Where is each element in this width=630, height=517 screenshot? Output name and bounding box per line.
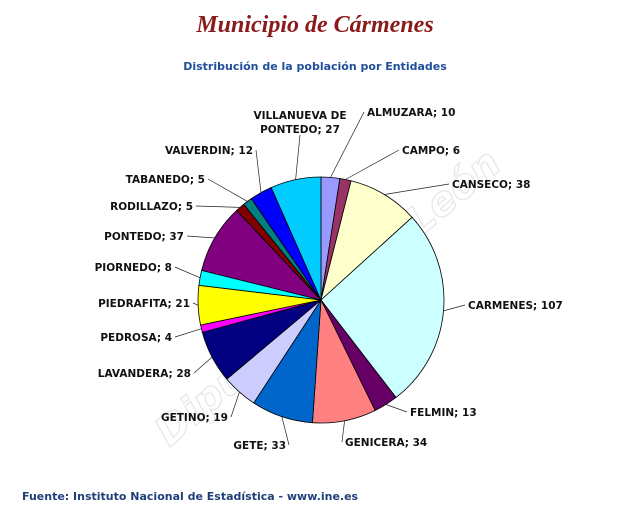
slice-label: FELMIN; 13 xyxy=(410,407,477,419)
leader-line xyxy=(255,149,262,193)
page-title: Municipio de Cármenes xyxy=(196,12,434,38)
leader-line xyxy=(195,205,241,208)
leader-line xyxy=(281,416,290,446)
slice-label: PONTEDO; 37 xyxy=(104,231,184,243)
leader-line xyxy=(186,235,215,239)
slice-label: RODILLAZO; 5 xyxy=(110,201,193,213)
slice-label: CAMPO; 6 xyxy=(402,145,460,157)
leader-line xyxy=(193,356,213,374)
source-footer: Fuente: Instituto Nacional de Estadístic… xyxy=(22,490,359,503)
leader-line xyxy=(174,266,201,279)
slice-label: CANSECO; 38 xyxy=(452,179,530,191)
slice-label: GETINO; 19 xyxy=(161,412,228,424)
leader-line xyxy=(341,420,345,443)
leader-line xyxy=(230,391,240,418)
slice-label: CARMENES; 107 xyxy=(468,300,563,312)
slice-label: PIEDRAFITA; 21 xyxy=(98,298,190,310)
slice-label: ALMUZARA; 10 xyxy=(367,107,455,119)
leader-lines xyxy=(174,111,466,446)
leader-line xyxy=(345,149,400,180)
slice-label: VILLANUEVA DE PONTEDO; 27 xyxy=(253,110,346,136)
slice-label: TABANEDO; 5 xyxy=(126,174,205,186)
slice-label: GETE; 33 xyxy=(233,440,286,452)
slice-label: PIORNEDO; 8 xyxy=(95,262,172,274)
leader-line xyxy=(174,328,202,338)
chart-subtitle: Distribución de la población por Entidad… xyxy=(183,60,447,73)
leader-line xyxy=(385,404,408,413)
leader-line xyxy=(295,134,301,180)
leader-line xyxy=(384,183,450,195)
slice-label: GENICERA; 34 xyxy=(345,437,427,449)
slice-label: VALVERDIN; 12 xyxy=(165,145,253,157)
slice-labels: ALMUZARA; 10 CAMPO; 6 CANSECO; 38 CARMENES;… xyxy=(95,107,563,452)
slice-label: PEDROSA; 4 xyxy=(100,332,172,344)
slice-label: LAVANDERA; 28 xyxy=(98,368,191,380)
leader-line xyxy=(207,178,248,202)
leader-line xyxy=(192,302,199,306)
leader-line xyxy=(443,304,466,312)
leader-line xyxy=(330,111,365,178)
pie-slices xyxy=(197,176,445,424)
